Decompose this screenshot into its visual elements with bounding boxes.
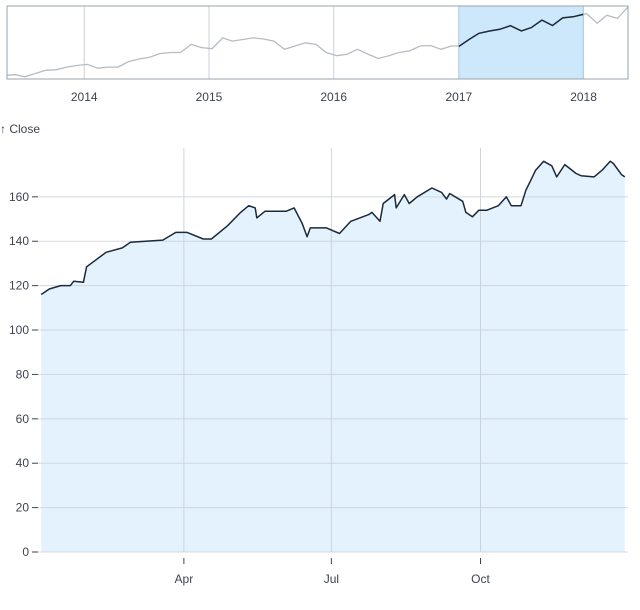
context-line-selected xyxy=(458,13,584,47)
x-tick-label: 2016 xyxy=(320,90,347,104)
close-line xyxy=(40,160,626,296)
context-frame xyxy=(6,5,629,80)
context-chart[interactable]: 2014 2015 2016 2017 2018 xyxy=(6,5,629,104)
x-tick-label: Apr xyxy=(175,572,194,586)
y-tick-label: 160 xyxy=(9,190,29,204)
x-tick-label: Jul xyxy=(324,572,339,586)
y-tick-label: 60 xyxy=(16,412,30,426)
focus-chart: 0 20 40 60 80 100 120 140 160 Apr Jul Oct xyxy=(9,148,628,586)
y-tick-label: 40 xyxy=(16,456,30,470)
x-tick-label: 2017 xyxy=(445,90,472,104)
x-tick-label: 2018 xyxy=(570,90,597,104)
x-tick-label: Oct xyxy=(471,572,490,586)
area xyxy=(41,161,625,553)
y-tick-label: 120 xyxy=(9,279,29,293)
y-tick-label: 140 xyxy=(9,234,29,248)
x-tick-label: 2014 xyxy=(71,90,98,104)
x-tick-label: 2015 xyxy=(196,90,223,104)
y-tick-label: 80 xyxy=(16,367,30,381)
y-axis-label: ↑ Close xyxy=(0,122,40,136)
y-tick-label: 20 xyxy=(16,501,30,515)
y-tick-label: 0 xyxy=(22,545,29,559)
y-tick-label: 100 xyxy=(9,323,29,337)
